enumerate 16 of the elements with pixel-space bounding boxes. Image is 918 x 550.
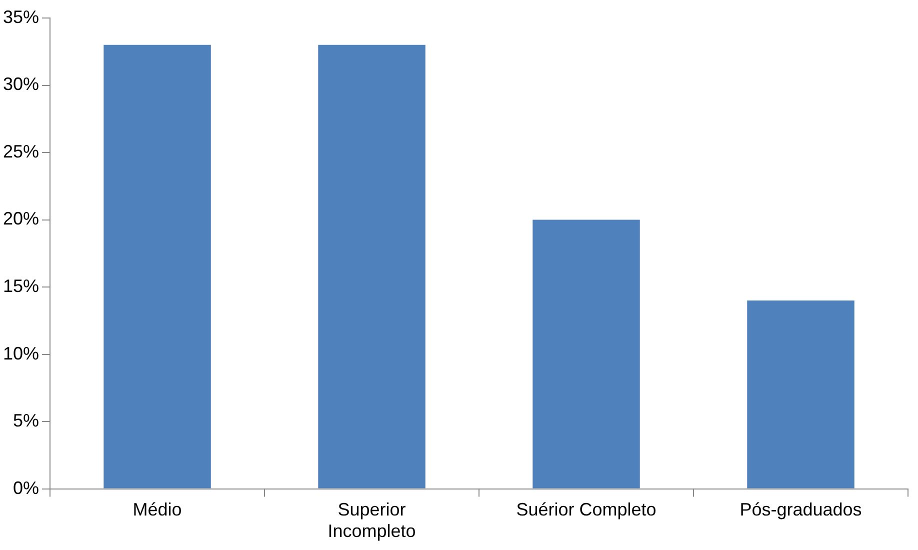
y-tick-label: 30% — [2, 74, 40, 94]
bar — [104, 44, 211, 488]
bar — [747, 300, 854, 488]
y-tick-label: 15% — [2, 276, 40, 296]
y-tick-label: 10% — [2, 343, 40, 364]
y-tick-label: 20% — [2, 208, 40, 229]
y-tick-label: 0% — [13, 478, 40, 498]
x-tick-label: Médio — [132, 500, 182, 520]
x-tick-label: Pós-graduados — [740, 500, 862, 520]
y-tick-label: 5% — [13, 410, 40, 431]
bar — [532, 220, 640, 488]
bar — [318, 44, 426, 488]
x-tick-label: Superior Incompleto — [328, 500, 416, 542]
x-tick-label: Suérior Completo — [516, 500, 656, 520]
y-tick-label: 35% — [2, 6, 40, 27]
y-tick-label: 25% — [2, 141, 40, 162]
